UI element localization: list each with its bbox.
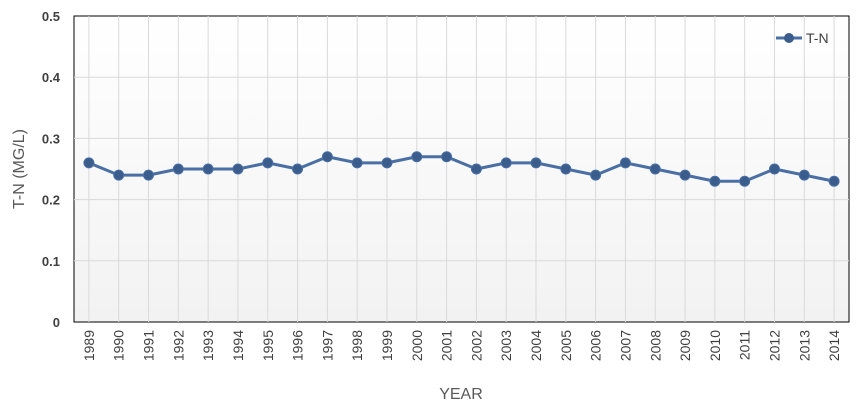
x-tick-label: 1992 <box>170 330 186 361</box>
data-point <box>441 151 453 163</box>
x-tick-label: 2011 <box>737 330 753 360</box>
x-axis-ticks: 1989 1990 1991 1992 1993 1994 1995 1996 1997 1998… <box>81 330 842 361</box>
y-tick-label: 0.1 <box>42 254 60 269</box>
y-tick-label: 0.2 <box>42 193 60 208</box>
legend: T-N <box>776 30 829 46</box>
data-point <box>351 157 363 169</box>
data-point <box>619 157 631 169</box>
data-point <box>262 157 274 169</box>
series-layer <box>83 151 840 187</box>
data-point <box>798 169 810 181</box>
legend-marker-swatch <box>784 33 794 43</box>
data-point <box>590 169 602 181</box>
data-point <box>381 157 393 169</box>
x-tick-label: 2010 <box>707 330 723 361</box>
x-tick-label: 2003 <box>498 330 514 361</box>
data-point <box>172 163 184 175</box>
x-tick-label: 1989 <box>81 330 97 361</box>
data-point <box>232 163 244 175</box>
x-tick-label: 1997 <box>319 330 335 361</box>
x-tick-label: 2012 <box>766 330 782 361</box>
x-tick-label: 2005 <box>558 330 574 361</box>
y-axis-title: T-N (MG/L) <box>11 129 28 209</box>
x-tick-label: 2008 <box>647 330 663 361</box>
x-tick-label: 1994 <box>230 330 246 361</box>
x-tick-label: 2000 <box>409 330 425 361</box>
data-point <box>202 163 214 175</box>
x-tick-label: 2007 <box>617 330 633 361</box>
data-point <box>500 157 512 169</box>
y-tick-label: 0.3 <box>42 131 60 146</box>
x-tick-label: 2014 <box>826 330 842 361</box>
data-point <box>679 169 691 181</box>
x-tick-label: 1995 <box>260 330 276 361</box>
data-point <box>411 151 423 163</box>
x-tick-label: 2009 <box>677 330 693 361</box>
x-tick-label: 2002 <box>468 330 484 361</box>
x-axis-title: YEAR <box>439 386 483 403</box>
data-point <box>83 157 95 169</box>
data-point <box>739 175 751 187</box>
x-tick-label: 2013 <box>796 330 812 361</box>
x-tick-label: 1998 <box>349 330 365 361</box>
x-tick-label: 1999 <box>379 330 395 361</box>
data-point <box>709 175 721 187</box>
data-point <box>649 163 661 175</box>
x-tick-label: 2004 <box>528 330 544 361</box>
legend-label: T-N <box>806 30 829 46</box>
data-point <box>828 175 840 187</box>
y-tick-label: 0 <box>53 315 60 330</box>
x-tick-label: 1993 <box>200 330 216 361</box>
y-tick-label: 0.5 <box>42 9 60 24</box>
data-point <box>113 169 125 181</box>
data-point <box>560 163 572 175</box>
x-tick-label: 1991 <box>141 330 157 361</box>
data-point <box>470 163 482 175</box>
y-axis-ticks: 0 0.1 0.2 0.3 0.4 0.5 <box>42 9 61 330</box>
x-tick-label: 2006 <box>588 330 604 361</box>
data-point <box>292 163 304 175</box>
x-tick-label: 2001 <box>439 330 455 361</box>
data-point <box>768 163 780 175</box>
x-tick-label: 1990 <box>111 330 127 361</box>
data-point <box>530 157 542 169</box>
data-point <box>143 169 155 181</box>
y-tick-label: 0.4 <box>42 70 61 85</box>
data-point <box>321 151 333 163</box>
x-tick-label: 1996 <box>290 330 306 361</box>
